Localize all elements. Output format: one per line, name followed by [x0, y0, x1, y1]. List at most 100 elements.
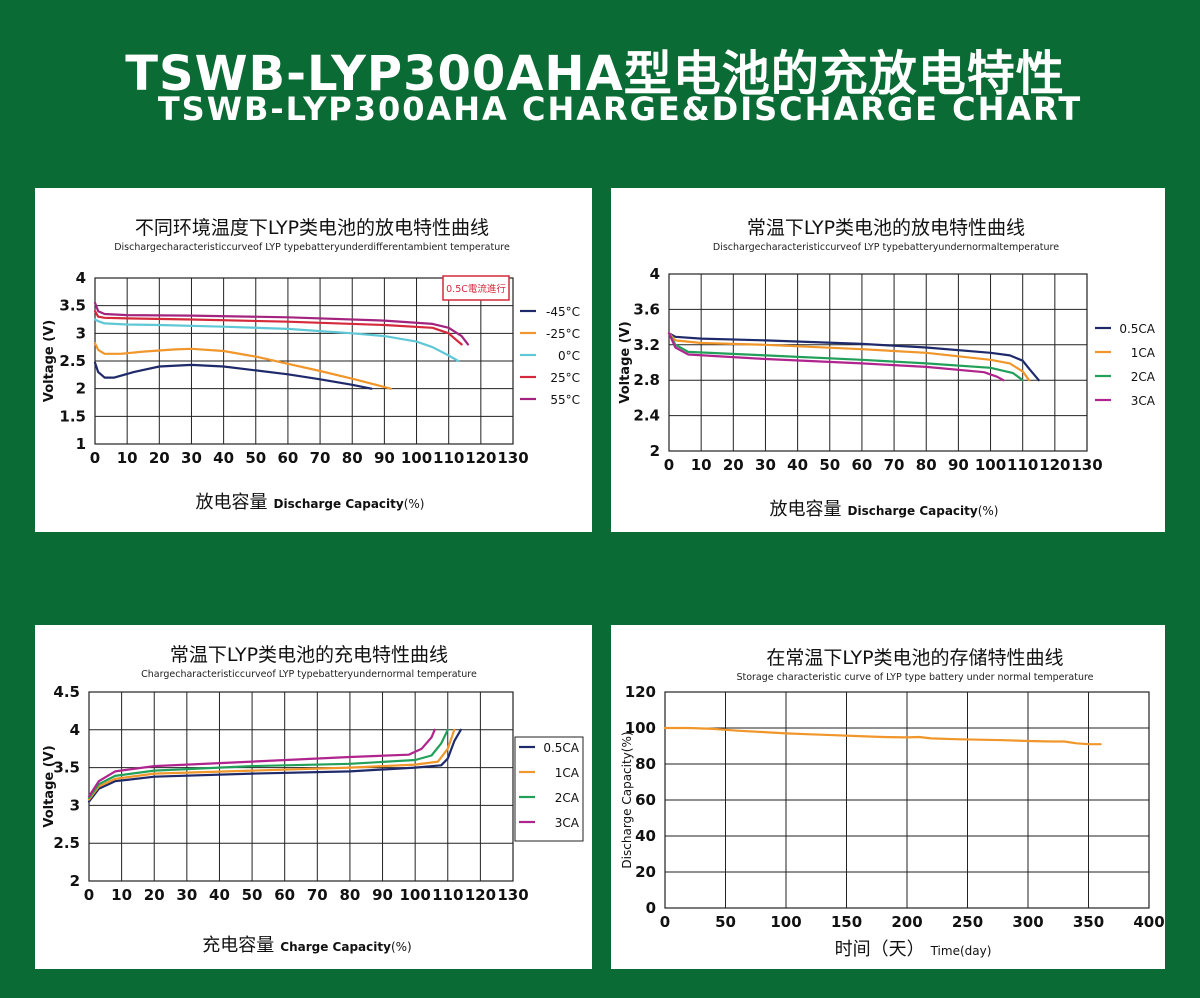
y-tick-label: 80 [635, 755, 656, 773]
y-tick-label: 1.5 [59, 407, 86, 425]
y-tick-label: 4.5 [53, 683, 80, 701]
y-tick-label: 4 [76, 269, 86, 287]
x-tick-label: 90 [372, 886, 393, 904]
x-tick-label: 120 [465, 449, 496, 467]
x-tick-label: 10 [691, 456, 712, 474]
normal-discharge-chart: 常温下LYP类电池的放电特性曲线 Dischargecharacteristicc… [618, 217, 1156, 520]
legend-label-1ca: 1CA [555, 766, 580, 780]
series-line-0-5ca [87, 728, 462, 803]
x-tick-label: 40 [213, 449, 234, 467]
x-tick-label: 50 [715, 913, 736, 931]
series-group [663, 726, 1102, 746]
x-tick-label: 40 [209, 886, 230, 904]
y-axis-label: Voltage (V) [42, 320, 57, 402]
x-tick-label: 200 [891, 913, 922, 931]
chart-legend: 0.5CA 1CA 2CA 3CA [1095, 322, 1156, 408]
x-tick-label: 50 [245, 449, 266, 467]
series-line-0-c [93, 318, 460, 363]
y-tick-label: 100 [625, 719, 656, 737]
x-tick-label: 0 [84, 886, 94, 904]
y-tick-label: 2 [650, 442, 660, 460]
charge-chart: 常温下LYP类电池的充电特性曲线 Chargecharacteristiccurv… [42, 644, 584, 956]
x-tick-label: 70 [884, 456, 905, 474]
x-axis-label-cn: 时间（天） [835, 939, 925, 960]
y-axis-label: Voltage (V) [618, 321, 633, 403]
storage-chart-panel: 在常温下LYP类电池的存储特性曲线 Storage characteristic … [611, 625, 1165, 969]
x-axis-label: 充电容量 Charge Capacity(%) [202, 935, 411, 956]
x-tick-label: 50 [819, 456, 840, 474]
legend-label-3ca: 3CA [1131, 394, 1156, 408]
y-tick-label: 0 [646, 899, 656, 917]
x-tick-label: 120 [1039, 456, 1070, 474]
y-tick-label: 40 [635, 827, 656, 845]
x-tick-label: 50 [242, 886, 263, 904]
y-tick-label: 3.5 [59, 297, 86, 315]
legend-label-2ca: 2CA [1131, 370, 1156, 384]
plot-frame [664, 691, 1150, 909]
legend-box [514, 736, 584, 842]
series-line-25-c [93, 342, 392, 390]
y-tick-label: 3.2 [633, 336, 660, 354]
series-group [667, 332, 1040, 382]
x-tick-label: 100 [770, 913, 801, 931]
legend-label-0-c: 0°C [558, 349, 580, 363]
legend-label-25-c: -25°C [546, 327, 580, 341]
charge-chart-panel: 常温下LYP类电池的充电特性曲线 Chargecharacteristiccurv… [35, 625, 592, 969]
series-line-3ca [87, 728, 436, 798]
x-tick-label: 20 [723, 456, 744, 474]
x-tick-label: 10 [117, 449, 138, 467]
x-tick-label: 110 [1007, 456, 1038, 474]
series-line-55-c [93, 301, 470, 346]
y-tick-label: 3 [70, 796, 80, 814]
y-tick-label: 2 [70, 872, 80, 890]
series-line-s0 [663, 726, 1102, 746]
plot-frame [94, 277, 514, 445]
y-axis-label: Discharge Capacity(%) [620, 731, 634, 868]
y-tick-label: 4 [70, 721, 80, 739]
plot-grid [94, 277, 514, 445]
x-axis-label-unit: (day) [960, 944, 991, 958]
x-tick-label: 70 [310, 449, 331, 467]
x-tick-label: 20 [144, 886, 165, 904]
y-tick-label: 3.6 [633, 300, 660, 318]
y-tick-label: 3 [76, 324, 86, 342]
x-axis-label: 时间（天） Time(day) [835, 939, 992, 960]
x-tick-label: 130 [497, 449, 528, 467]
y-tick-label: 120 [625, 683, 656, 701]
x-tick-label: 400 [1133, 913, 1164, 931]
storage-chart: 在常温下LYP类电池的存储特性曲线 Storage characteristic … [620, 647, 1165, 960]
x-tick-label: 60 [274, 886, 295, 904]
x-tick-label: 20 [149, 449, 170, 467]
x-tick-label: 0 [660, 913, 670, 931]
legend-label-0-5ca: 0.5CA [543, 741, 579, 755]
plot-grid [664, 691, 1150, 909]
y-tick-label: 4 [650, 265, 660, 283]
x-tick-label: 40 [787, 456, 808, 474]
x-tick-label: 130 [1071, 456, 1102, 474]
x-axis-label-cn: 放电容量 [196, 492, 268, 513]
series-line-3ca [667, 332, 1005, 382]
chart-title: 常温下LYP类电池的放电特性曲线 [747, 217, 1025, 239]
x-tick-label: 250 [952, 913, 983, 931]
x-tick-label: 90 [374, 449, 395, 467]
x-tick-label: 80 [916, 456, 937, 474]
series-group [87, 728, 462, 803]
x-axis-label-unit: (%) [978, 504, 999, 518]
x-tick-label: 90 [948, 456, 969, 474]
x-tick-label: 10 [111, 886, 132, 904]
x-axis-label-en: Time [930, 944, 960, 958]
series-line-2ca [667, 332, 1024, 382]
temperature-discharge-chart: 不同环境温度下LYP类电池的放电特性曲线 Dischargecharacteris… [42, 217, 580, 513]
plot-grid [88, 691, 514, 882]
plot-frame [88, 691, 514, 882]
x-tick-label: 60 [851, 456, 872, 474]
y-tick-label: 3.5 [53, 759, 80, 777]
plot-frame [668, 273, 1088, 452]
chart-title: 不同环境温度下LYP类电池的放电特性曲线 [135, 217, 489, 239]
chart-legend: 0.5CA 1CA 2CA 3CA [514, 736, 584, 842]
chart-subtitle: Dischargecharacteristiccurveof LYP typeb… [713, 242, 1059, 253]
y-tick-label: 60 [635, 791, 656, 809]
x-tick-label: 350 [1073, 913, 1104, 931]
series-line-45-c [93, 361, 373, 390]
y-tick-label: 2.5 [59, 352, 86, 370]
